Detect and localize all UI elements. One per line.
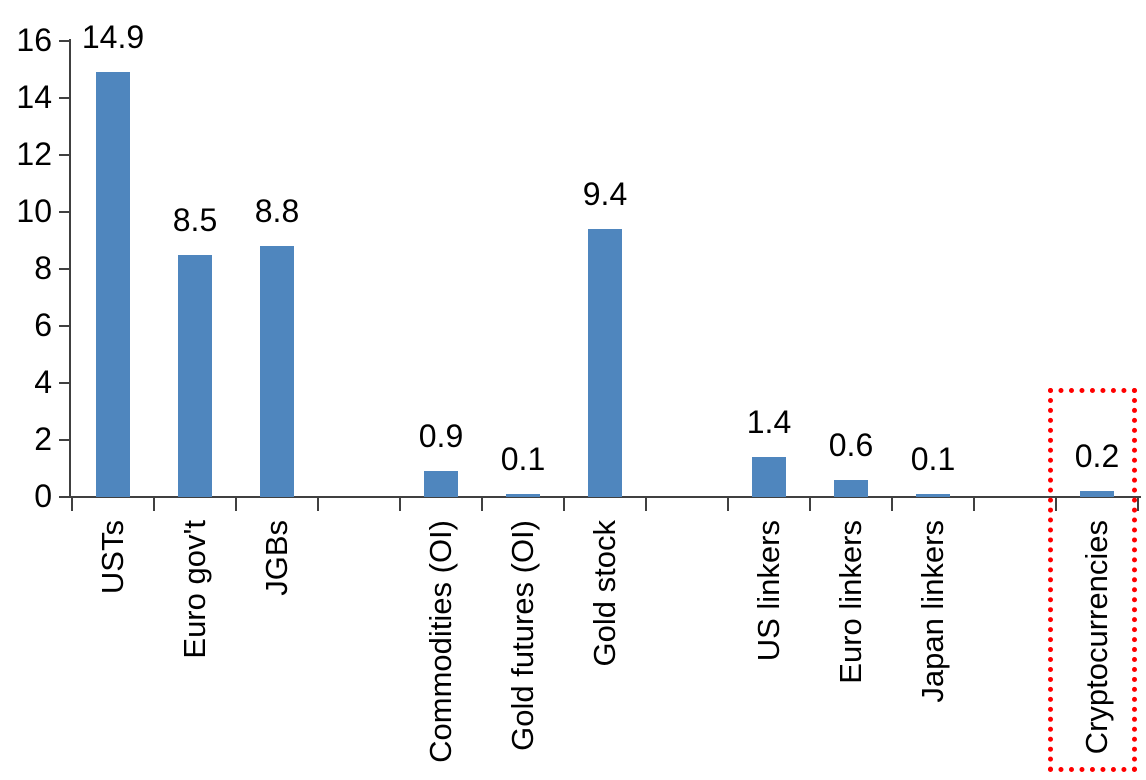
highlight-box bbox=[1048, 388, 1137, 772]
x-tick-mark bbox=[563, 497, 565, 511]
category-label: Japan linkers bbox=[915, 520, 950, 703]
y-axis-line bbox=[69, 39, 71, 498]
category-label: Commodities (OI) bbox=[423, 520, 458, 763]
y-tick-mark bbox=[59, 268, 70, 270]
y-tick-mark bbox=[59, 154, 70, 156]
bar bbox=[178, 255, 212, 497]
bar bbox=[260, 246, 294, 497]
y-tick-label: 16 bbox=[16, 22, 52, 58]
category-label: JGBs bbox=[259, 520, 294, 596]
x-tick-mark bbox=[891, 497, 893, 511]
bar-value-label: 14.9 bbox=[81, 19, 145, 55]
y-tick-label: 8 bbox=[34, 250, 52, 286]
category-label: Gold futures (OI) bbox=[505, 520, 540, 751]
x-tick-mark bbox=[317, 497, 319, 511]
bar-value-label: 1.4 bbox=[746, 404, 792, 440]
y-tick-label: 4 bbox=[34, 364, 52, 400]
category-label: US linkers bbox=[751, 520, 786, 662]
y-tick-mark bbox=[59, 496, 70, 498]
y-tick-label: 6 bbox=[34, 307, 52, 343]
x-tick-mark bbox=[481, 497, 483, 511]
x-tick-mark bbox=[973, 497, 975, 511]
y-tick-label: 2 bbox=[34, 421, 52, 457]
x-tick-mark bbox=[1137, 497, 1139, 511]
bar bbox=[1080, 491, 1114, 497]
y-tick-label: 14 bbox=[16, 79, 52, 115]
y-tick-label: 0 bbox=[34, 478, 52, 514]
bar bbox=[506, 494, 540, 497]
bar-value-label: 8.8 bbox=[254, 193, 300, 229]
y-tick-mark bbox=[59, 97, 70, 99]
x-tick-mark bbox=[235, 497, 237, 511]
y-tick-label: 12 bbox=[16, 136, 52, 172]
category-label: Euro gov't bbox=[177, 520, 212, 659]
x-axis-line bbox=[59, 496, 1141, 498]
bar bbox=[752, 457, 786, 497]
category-label: Euro linkers bbox=[833, 520, 868, 684]
category-label: Gold stock bbox=[587, 520, 622, 667]
bar bbox=[834, 480, 868, 497]
x-tick-mark bbox=[727, 497, 729, 511]
bar bbox=[588, 229, 622, 497]
bar-value-label: 0.1 bbox=[910, 441, 956, 477]
x-tick-mark bbox=[71, 497, 73, 511]
y-tick-mark bbox=[59, 439, 70, 441]
bar-value-label: 0.2 bbox=[1074, 438, 1120, 474]
y-tick-label: 10 bbox=[16, 193, 52, 229]
bar-value-label: 9.4 bbox=[582, 176, 628, 212]
x-tick-mark bbox=[399, 497, 401, 511]
bar-value-label: 8.5 bbox=[172, 202, 218, 238]
x-tick-mark bbox=[153, 497, 155, 511]
category-label: USTs bbox=[95, 520, 130, 595]
x-tick-mark bbox=[645, 497, 647, 511]
x-tick-mark bbox=[809, 497, 811, 511]
y-tick-mark bbox=[59, 211, 70, 213]
bar-value-label: 0.6 bbox=[828, 427, 874, 463]
bar-value-label: 0.1 bbox=[500, 441, 546, 477]
y-tick-mark bbox=[59, 325, 70, 327]
x-tick-mark bbox=[1055, 497, 1057, 511]
bar bbox=[96, 72, 130, 497]
bar bbox=[424, 471, 458, 497]
bar bbox=[916, 494, 950, 497]
y-tick-mark bbox=[59, 40, 70, 42]
bar-value-label: 0.9 bbox=[418, 418, 464, 454]
y-tick-mark bbox=[59, 382, 70, 384]
